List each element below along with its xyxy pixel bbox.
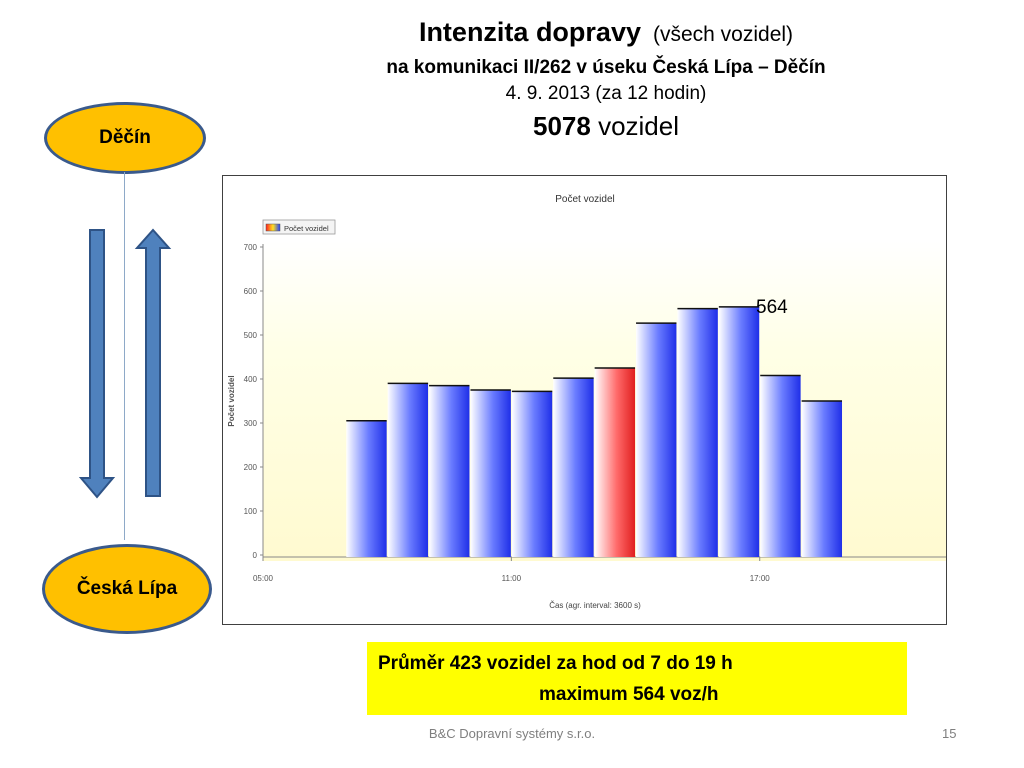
y-tick-label: 100 [244,507,258,516]
chart-frame: Počet vozidel Počet vozidel 0 100 200 300 40… [222,175,947,625]
y-tick-label: 600 [244,287,258,296]
page-number: 15 [942,726,957,741]
page-title: Intenzita dopravy (všech vozidel) [200,14,1012,53]
summary-line-average: Průměr 423 vozidel za hod od 7 do 19 h [378,653,733,674]
traffic-bar-chart: Počet vozidel Počet vozidel 0 100 200 300 40… [227,194,946,610]
max-value-callout: 564 [756,297,788,318]
y-tick-label: 400 [244,375,258,384]
bar-11-00 [511,391,553,557]
bar-15-00 [677,308,718,557]
bar-13-00 [594,368,636,557]
bar-series [346,306,843,557]
page-date: 4. 9. 2013 (za 12 hodin) [505,83,707,104]
down-arrow-icon [78,229,116,499]
total-value: 5078 [532,111,591,141]
x-axis-label: Čas (agr. interval: 3600 s) [549,601,641,610]
road-line [124,172,125,540]
bar-17-00 [760,375,801,557]
y-tick-label: 0 [253,551,258,560]
direction-arrows [78,228,172,499]
legend-swatch [265,223,281,232]
x-ticks: 05:00 11:00 17:00 [253,557,770,583]
bar-14-00 [636,323,677,557]
bar-16-00 [718,306,760,557]
up-arrow-shape [134,228,172,497]
bar-7-00 [346,420,387,557]
x-tick-label: 17:00 [750,574,771,583]
y-tick-label: 500 [244,331,258,340]
bar-9-00 [429,385,470,557]
y-tick-label: 700 [244,243,258,252]
legend-label: Počet vozidel [284,224,329,233]
bar-18-00 [801,401,843,557]
summary-line-maximum: maximum 564 voz/h [539,684,719,705]
city-oval-bottom: Česká Lípa [42,544,212,634]
city-bottom-label: Česká Lípa [76,578,178,599]
footer-company: B&C Dopravní systémy s.r.o. [428,726,596,741]
summary-box: Průměr 423 vozidel za hod od 7 do 19 h m… [367,642,907,715]
bar-8-00 [387,383,429,557]
title-block: Intenzita dopravy (všech vozidel) na komu… [200,14,1012,143]
chart-title: Počet vozidel [555,194,614,205]
chart-legend: Počet vozidel [262,219,336,235]
page-subtitle: na komunikaci II/262 v úseku Česká Lípa … [386,57,826,78]
x-tick-label: 11:00 [502,574,522,583]
title-paren: (všech vozidel) [652,23,794,46]
city-oval-top: Děčín [44,102,206,174]
total-count: 5078 vozidel [200,109,1012,143]
y-tick-label: 300 [244,419,258,428]
y-axis-label: Počet vozidel [227,375,236,426]
y-ticks: 0 100 200 300 400 500 600 700 [244,243,263,560]
bar-10-00 [470,390,511,557]
x-tick-label: 05:00 [253,574,274,583]
city-top-label: Děčín [99,127,151,148]
y-tick-label: 200 [244,463,258,472]
title-main: Intenzita dopravy [418,17,641,47]
bar-12-00 [553,378,594,557]
total-unit: vozidel [598,111,679,141]
